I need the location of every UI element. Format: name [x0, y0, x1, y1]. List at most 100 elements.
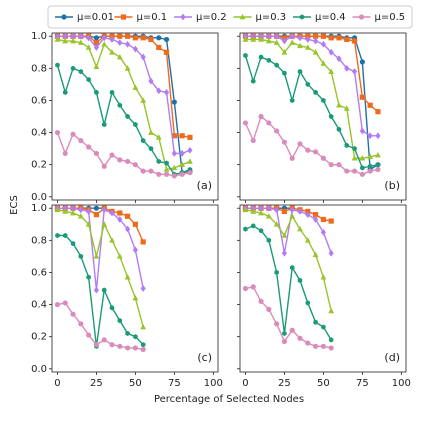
marker — [117, 210, 123, 216]
panel: (b) — [237, 32, 407, 203]
marker — [179, 133, 185, 139]
marker — [250, 284, 256, 290]
y-tick-label: 0.6 — [31, 95, 47, 106]
legend-label: μ=0.4 — [315, 12, 346, 23]
marker — [163, 89, 170, 96]
marker — [85, 44, 92, 50]
marker — [101, 287, 107, 293]
panel: 0 25 50 75 100 (d) — [237, 204, 411, 389]
series-line — [245, 207, 332, 254]
marker — [93, 35, 100, 41]
marker — [93, 40, 100, 46]
marker — [132, 84, 139, 90]
panel-label: (a) — [197, 179, 212, 192]
marker — [336, 126, 342, 132]
marker — [148, 146, 154, 152]
marker — [281, 139, 288, 145]
marker — [320, 274, 327, 280]
marker — [101, 121, 107, 128]
marker — [54, 301, 61, 308]
marker — [86, 34, 92, 42]
marker — [281, 232, 288, 238]
marker — [109, 209, 115, 217]
marker — [86, 144, 92, 150]
marker — [297, 335, 303, 341]
marker — [274, 269, 279, 276]
marker — [266, 204, 272, 212]
marker — [274, 128, 280, 134]
y-tick-label: 0.4 — [31, 128, 47, 139]
marker — [179, 150, 185, 157]
marker — [179, 171, 185, 177]
marker — [250, 208, 257, 214]
marker — [63, 232, 68, 239]
marker — [321, 324, 326, 330]
marker — [266, 237, 272, 243]
marker — [54, 129, 61, 136]
marker — [289, 97, 295, 104]
marker — [243, 226, 248, 232]
marker — [140, 35, 146, 41]
marker — [155, 134, 162, 140]
marker — [109, 49, 115, 55]
marker — [375, 166, 381, 173]
marker — [109, 152, 115, 158]
marker — [360, 165, 365, 171]
panel-label: (b) — [384, 179, 400, 192]
marker — [328, 337, 334, 343]
y-tick-label: 0.8 — [31, 235, 47, 246]
marker — [171, 133, 177, 139]
marker — [320, 40, 326, 48]
marker — [344, 168, 350, 174]
marker — [266, 32, 272, 40]
marker — [101, 41, 108, 47]
marker — [344, 64, 350, 72]
marker — [70, 209, 76, 216]
panel: 0.0 0.2 0.4 0.6 0.8 1.0 (a) — [31, 31, 219, 203]
x-tick-label: 0 — [242, 378, 248, 389]
marker — [93, 63, 100, 70]
y-tick-label: 0.2 — [31, 160, 47, 171]
series-line — [57, 35, 191, 174]
marker — [148, 129, 154, 135]
marker — [54, 206, 61, 213]
marker — [124, 33, 131, 39]
marker — [328, 68, 335, 74]
x-tick-label: 25 — [278, 378, 291, 389]
marker — [179, 161, 186, 167]
marker — [93, 253, 100, 259]
marker — [70, 240, 76, 247]
marker — [163, 49, 170, 55]
marker — [78, 253, 84, 259]
marker — [282, 330, 287, 337]
marker — [78, 32, 84, 40]
marker — [250, 32, 256, 40]
marker — [305, 300, 311, 306]
marker — [133, 334, 138, 340]
marker — [359, 59, 365, 65]
marker — [320, 343, 326, 349]
marker — [328, 35, 334, 41]
marker — [289, 32, 295, 40]
marker — [289, 206, 295, 214]
marker — [375, 151, 381, 158]
marker — [328, 307, 335, 314]
marker — [336, 162, 342, 168]
marker — [313, 89, 318, 96]
legend-box — [47, 5, 413, 29]
marker — [304, 237, 311, 243]
marker — [305, 36, 311, 43]
marker — [86, 76, 91, 83]
marker — [124, 274, 131, 280]
y-tick-label: 0.0 — [31, 192, 47, 203]
x-tick-label: 25 — [90, 378, 103, 389]
y-axis-label: ECS — [9, 195, 20, 215]
marker — [132, 221, 138, 227]
marker — [140, 342, 146, 348]
marker — [312, 37, 319, 45]
marker — [281, 338, 288, 345]
marker — [305, 81, 311, 87]
legend-marker — [120, 14, 127, 20]
marker — [359, 171, 365, 177]
